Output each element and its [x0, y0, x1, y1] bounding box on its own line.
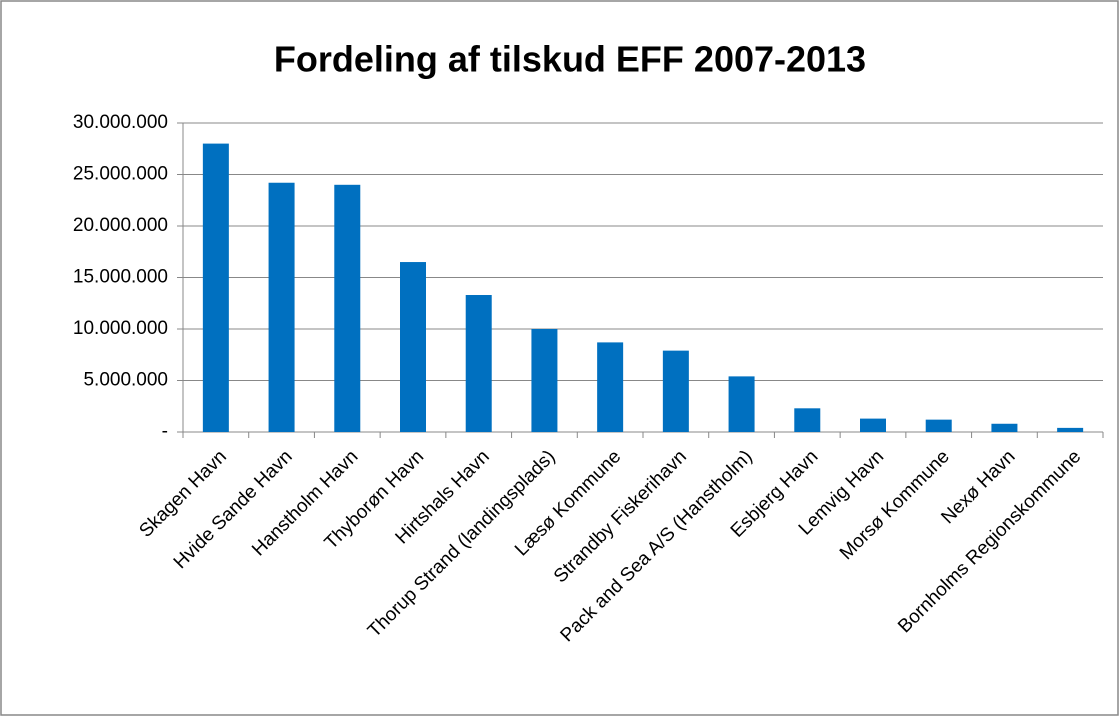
bar: [531, 329, 558, 432]
bar: [465, 295, 492, 432]
bar: [728, 376, 755, 432]
bar: [334, 184, 361, 432]
bar: [597, 342, 624, 432]
y-tick-label: 25.000.000: [73, 164, 168, 185]
bar: [1057, 427, 1084, 432]
bar: [268, 182, 295, 432]
bar: [991, 423, 1018, 432]
chart-title: Fordeling af tilskud EFF 2007-2013: [274, 39, 866, 80]
bar: [202, 143, 229, 432]
bar: [662, 350, 689, 432]
y-tick-label: 5.000.000: [83, 370, 168, 391]
bar: [925, 419, 952, 432]
bar: [860, 418, 886, 432]
y-tick-label: 30.000.000: [73, 112, 168, 133]
y-tick-label: 10.000.000: [73, 318, 168, 339]
y-tick-label: 20.000.000: [73, 215, 168, 236]
y-tick-label: 15.000.000: [73, 267, 168, 288]
y-tick-label: -: [162, 421, 168, 442]
bar: [400, 262, 426, 432]
bar: [794, 408, 821, 432]
